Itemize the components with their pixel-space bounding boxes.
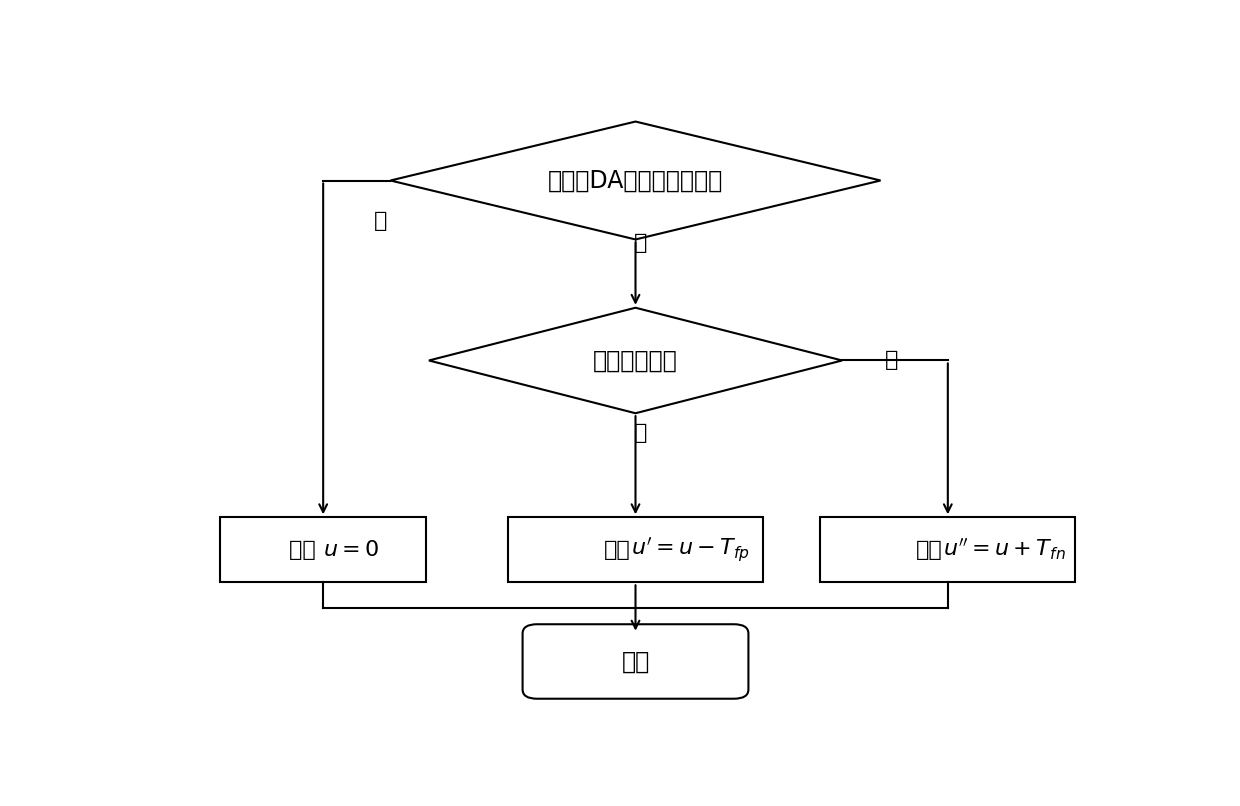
Text: 否: 否 <box>884 351 898 371</box>
Text: 是: 是 <box>374 211 388 231</box>
FancyBboxPatch shape <box>522 624 749 699</box>
Polygon shape <box>429 308 842 413</box>
Text: 输出: 输出 <box>916 540 942 560</box>
FancyBboxPatch shape <box>821 517 1075 583</box>
Text: 控制量DA值小于摩擦值？: 控制量DA值小于摩擦值？ <box>548 168 723 193</box>
Text: 角度值增加？: 角度值增加？ <box>593 348 678 372</box>
FancyBboxPatch shape <box>508 517 763 583</box>
Text: 结束: 结束 <box>621 650 650 674</box>
Text: $u' = u - T_{fp}$: $u' = u - T_{fp}$ <box>631 536 749 564</box>
Text: $u=0$: $u=0$ <box>324 540 379 560</box>
Text: 输出: 输出 <box>289 540 324 560</box>
Text: 是: 是 <box>634 423 647 443</box>
FancyBboxPatch shape <box>219 517 427 583</box>
Text: $u'' = u + T_{fn}$: $u'' = u + T_{fn}$ <box>942 538 1066 563</box>
Text: 否: 否 <box>634 233 647 252</box>
Text: 输出: 输出 <box>604 540 631 560</box>
Polygon shape <box>391 122 880 239</box>
